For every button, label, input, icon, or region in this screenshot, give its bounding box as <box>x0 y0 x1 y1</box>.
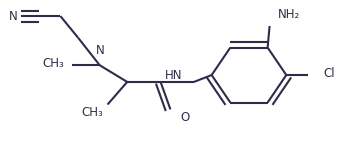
Text: HN: HN <box>165 69 182 82</box>
Text: N: N <box>96 44 105 57</box>
Text: NH₂: NH₂ <box>277 8 300 21</box>
Text: O: O <box>180 111 190 124</box>
Text: CH₃: CH₃ <box>43 57 64 70</box>
Text: Cl: Cl <box>323 67 335 80</box>
Text: CH₃: CH₃ <box>81 106 103 119</box>
Text: N: N <box>8 10 17 23</box>
